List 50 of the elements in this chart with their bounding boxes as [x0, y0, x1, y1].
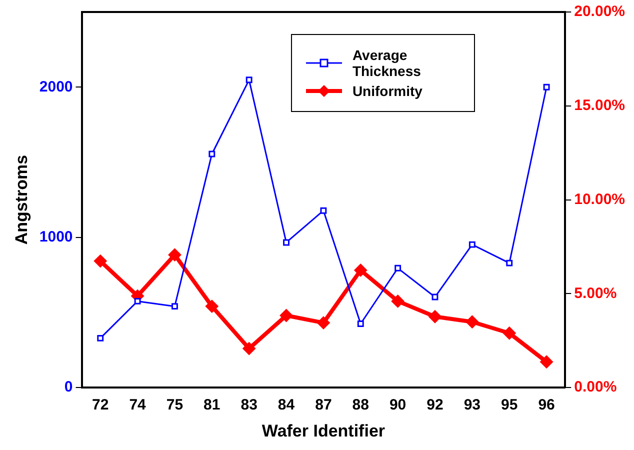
point [208, 150, 216, 158]
point [354, 264, 368, 277]
x-tick-label: 84 [278, 396, 296, 414]
x-tick-label: 88 [352, 396, 369, 414]
point [280, 308, 293, 322]
point [283, 239, 290, 246]
x-tick-label: 83 [240, 396, 258, 414]
point [172, 303, 178, 310]
point [468, 241, 476, 248]
point [506, 260, 513, 266]
y2-tick-label: 0.00% [574, 378, 617, 396]
legend-label: Uniformity [352, 83, 422, 99]
point [246, 76, 252, 84]
point [134, 298, 141, 304]
y-tick-label: 2000 [39, 78, 73, 96]
y2-tick-label: 10.00% [574, 190, 625, 208]
x-tick-label: 75 [166, 396, 184, 414]
x-tick-label: 87 [315, 396, 332, 414]
point [316, 316, 330, 330]
x-tick-label: 95 [501, 396, 518, 414]
point [394, 264, 402, 272]
y2-tick-label: 5.00% [574, 284, 617, 302]
y-tick-label: 0 [64, 378, 73, 396]
x-axis-title: Wafer Identifier [262, 421, 386, 440]
x-tick-label: 90 [389, 396, 406, 414]
point [168, 248, 182, 262]
y2-tick-label: 15.00% [574, 97, 625, 114]
point [242, 342, 256, 356]
point [502, 326, 516, 340]
x-tick-label: 92 [426, 396, 444, 414]
point [391, 294, 404, 308]
x-tick-label: 96 [538, 396, 555, 414]
point [320, 207, 327, 214]
legend-label: Average Thickness [352, 47, 422, 79]
x-tick-label: 81 [204, 396, 220, 414]
point [540, 355, 554, 368]
point [205, 300, 218, 313]
point [466, 315, 479, 328]
point [543, 84, 550, 90]
point [357, 320, 364, 327]
point [97, 334, 104, 342]
y-tick-label: 1000 [39, 228, 73, 246]
point [428, 310, 442, 324]
point [432, 294, 438, 300]
point [94, 254, 107, 268]
x-tick-label: 93 [464, 396, 481, 414]
y-axis-title: Angstroms [12, 154, 31, 245]
x-tick-label: 74 [129, 396, 147, 414]
y2-tick-label: 20.00% [574, 3, 625, 20]
x-tick-label: 72 [92, 396, 109, 414]
